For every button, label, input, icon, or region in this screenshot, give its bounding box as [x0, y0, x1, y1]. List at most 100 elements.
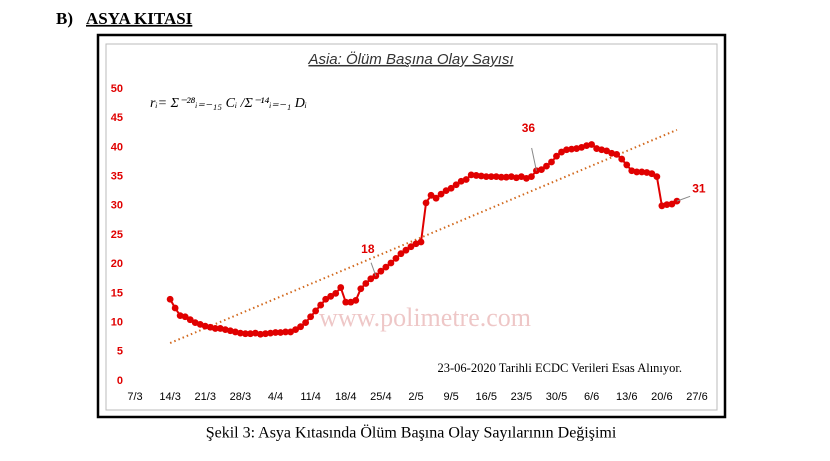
data-point: [282, 328, 289, 336]
data-point: [402, 246, 410, 254]
data-point: [487, 173, 495, 181]
data-point: [568, 145, 575, 153]
x-tick-label: 16/5: [476, 391, 497, 403]
data-point: [377, 267, 385, 275]
data-point: [452, 181, 460, 189]
data-point: [262, 330, 269, 338]
data-point: [618, 155, 626, 163]
data-point: [272, 329, 279, 336]
trendline: [169, 128, 678, 344]
data-point: [432, 194, 440, 202]
section-title: ASYA KITASI: [86, 9, 193, 28]
data-point: [387, 259, 395, 267]
x-tick-label: 2/5: [408, 391, 423, 403]
data-point: [497, 173, 505, 181]
data-point: [362, 280, 370, 287]
data-point: [427, 191, 435, 199]
y-tick-label: 40: [111, 141, 123, 153]
y-tick-label: 25: [111, 229, 123, 241]
x-tick-label: 30/5: [546, 391, 567, 403]
data-point: [528, 173, 535, 181]
data-point: [236, 329, 244, 337]
data-point: [477, 172, 485, 180]
data-point: [648, 170, 656, 178]
data-point: [352, 297, 360, 304]
x-tick-label: 18/4: [335, 391, 356, 403]
data-point: [277, 329, 284, 336]
data-point: [673, 197, 681, 205]
annotation-label: 31: [692, 181, 706, 195]
section-label: B): [56, 9, 73, 28]
data-point: [171, 304, 179, 312]
outer-frame: [96, 33, 727, 419]
x-tick-label: 4/4: [268, 391, 283, 403]
data-point: [367, 275, 375, 283]
data-point: [327, 292, 335, 300]
annotation-leader: [531, 147, 537, 171]
data-point: [322, 295, 330, 303]
y-tick-label: 5: [117, 346, 123, 358]
data-point: [563, 146, 570, 154]
data-point: [548, 158, 555, 166]
x-tick-label: 13/6: [616, 391, 637, 403]
data-point: [502, 173, 510, 181]
data-point: [422, 199, 430, 207]
data-point: [492, 173, 500, 181]
data-point: [462, 176, 470, 183]
x-tick-label: 28/3: [230, 391, 251, 403]
annotation-label: 18: [361, 242, 375, 256]
data-point: [166, 295, 174, 303]
data-point: [297, 323, 304, 331]
data-point: [342, 298, 350, 306]
data-point: [407, 243, 415, 251]
x-tick-label: 21/3: [195, 391, 216, 403]
data-point: [397, 250, 405, 258]
note: 23-06-2020 Tarihli ECDC Verileri Esas Al…: [438, 361, 682, 375]
x-tick-label: 25/4: [370, 391, 391, 403]
data-point: [241, 330, 249, 338]
data-point: [317, 301, 325, 309]
annotation-leader: [370, 262, 377, 277]
x-tick-label: 11/4: [300, 391, 321, 403]
data-point: [211, 325, 219, 332]
y-tick-label: 10: [111, 317, 123, 329]
y-tick-label: 35: [111, 171, 123, 183]
data-point: [392, 254, 400, 262]
data-point: [417, 238, 425, 246]
data-point: [623, 161, 631, 169]
watermark: www.polimetre.com: [319, 303, 531, 332]
x-tick-label: 9/5: [443, 391, 458, 403]
y-tick-label: 45: [111, 112, 123, 124]
data-point: [638, 168, 646, 176]
chart-title: Asia: Ölüm Başına Olay Sayısı: [307, 50, 513, 68]
y-tick-label: 30: [111, 200, 123, 212]
data-point: [613, 151, 621, 158]
data-point: [668, 200, 676, 208]
data-point: [653, 173, 661, 181]
caption: Şekil 3: Asya Kıtasında Ölüm Başına Olay…: [206, 424, 617, 442]
data-point: [633, 168, 641, 176]
data-point: [357, 285, 365, 293]
chart-frame: [105, 43, 718, 411]
data-point: [307, 313, 315, 321]
data-point: [247, 330, 254, 338]
data-point: [467, 171, 475, 179]
y-tick-label: 20: [111, 258, 123, 270]
y-tick-label: 15: [111, 287, 123, 299]
data-point: [663, 201, 671, 209]
annotation-leader: [676, 195, 691, 202]
data-point: [292, 326, 299, 334]
x-tick-label: 14/3: [159, 391, 180, 403]
data-point: [472, 172, 480, 179]
data-point: [267, 329, 274, 337]
y-tick-label: 50: [111, 83, 123, 95]
data-point: [302, 319, 310, 326]
y-tick-label: 0: [117, 375, 123, 387]
data-point: [186, 316, 194, 324]
annotation-label: 36: [522, 121, 536, 135]
data-point: [437, 190, 445, 198]
data-point: [382, 263, 390, 271]
formula: rᵢ= Σ⁻²⁸ᵢ₌₋₁₅ Cᵢ /Σ⁻¹⁴ᵢ₌₋₁ Dᵢ: [150, 96, 307, 111]
data-point: [482, 173, 490, 181]
data-point: [553, 152, 560, 160]
